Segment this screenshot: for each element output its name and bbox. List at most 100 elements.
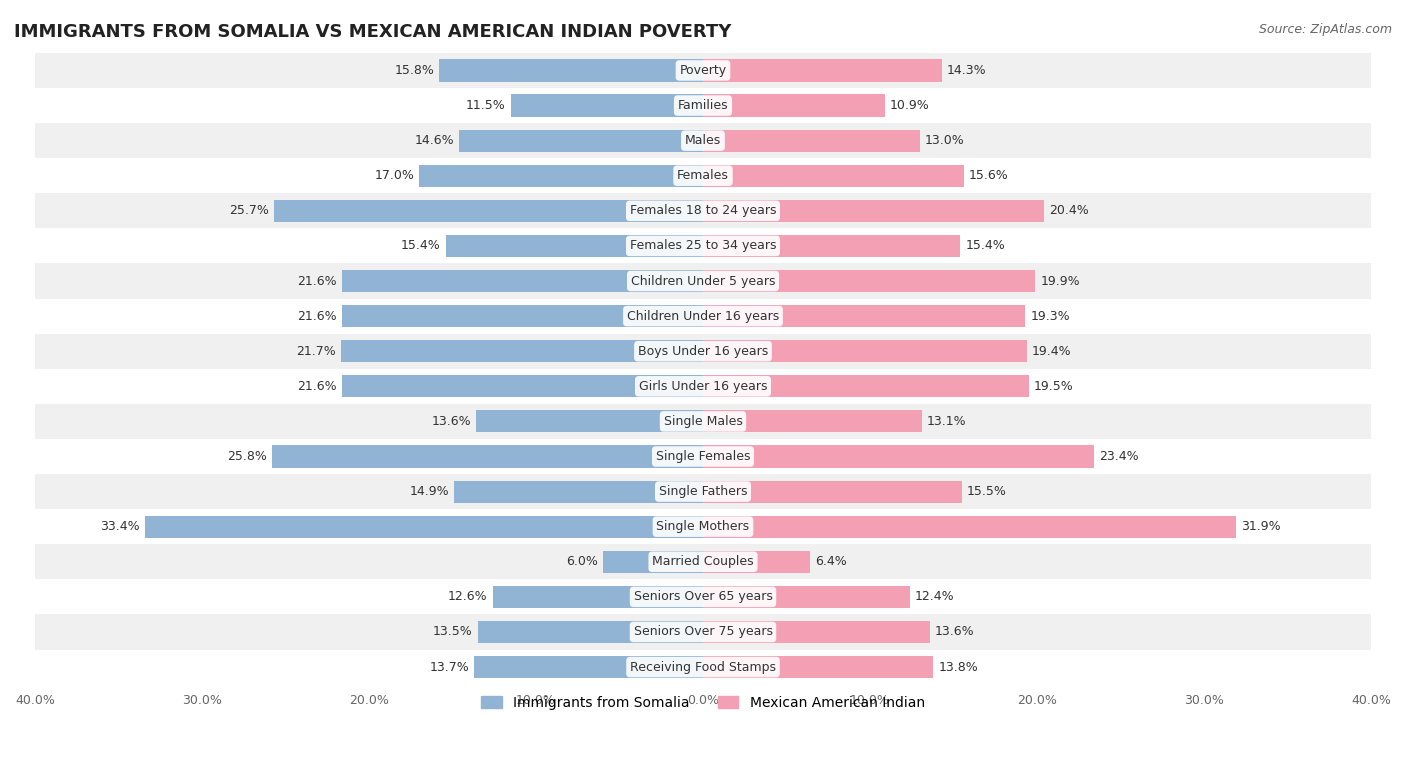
Text: Single Females: Single Females — [655, 450, 751, 463]
Text: 19.5%: 19.5% — [1033, 380, 1073, 393]
Bar — [35, 299, 1371, 334]
Text: Females 18 to 24 years: Females 18 to 24 years — [630, 205, 776, 218]
Text: Single Males: Single Males — [664, 415, 742, 428]
Text: 19.3%: 19.3% — [1031, 309, 1070, 323]
Text: 15.6%: 15.6% — [969, 169, 1008, 182]
Text: 6.4%: 6.4% — [815, 556, 846, 568]
Bar — [35, 158, 1371, 193]
Text: 13.8%: 13.8% — [938, 660, 979, 674]
Bar — [703, 340, 1026, 362]
Text: 10.9%: 10.9% — [890, 99, 929, 112]
Bar — [419, 164, 703, 186]
Text: Receiving Food Stamps: Receiving Food Stamps — [630, 660, 776, 674]
Text: Source: ZipAtlas.com: Source: ZipAtlas.com — [1258, 23, 1392, 36]
Bar — [35, 193, 1371, 228]
Bar — [454, 481, 703, 503]
Bar — [703, 410, 922, 433]
Bar — [342, 305, 703, 327]
Bar — [35, 615, 1371, 650]
Bar — [474, 656, 703, 678]
Bar — [703, 235, 960, 257]
Bar — [703, 621, 931, 643]
Bar — [35, 334, 1371, 368]
Text: Married Couples: Married Couples — [652, 556, 754, 568]
Bar — [703, 551, 810, 573]
Text: Poverty: Poverty — [679, 64, 727, 77]
Bar — [273, 446, 703, 468]
Text: Families: Families — [678, 99, 728, 112]
Text: 6.0%: 6.0% — [565, 556, 598, 568]
Bar — [703, 130, 920, 152]
Bar — [703, 515, 1236, 537]
Text: 19.4%: 19.4% — [1032, 345, 1071, 358]
Text: 13.5%: 13.5% — [433, 625, 472, 638]
Text: 25.8%: 25.8% — [228, 450, 267, 463]
Bar — [35, 544, 1371, 579]
Bar — [703, 375, 1029, 397]
Text: 14.6%: 14.6% — [415, 134, 454, 147]
Bar — [460, 130, 703, 152]
Text: 21.6%: 21.6% — [298, 380, 337, 393]
Bar — [35, 88, 1371, 123]
Text: 20.4%: 20.4% — [1049, 205, 1088, 218]
Text: 13.1%: 13.1% — [927, 415, 966, 428]
Bar — [274, 200, 703, 222]
Text: Females 25 to 34 years: Females 25 to 34 years — [630, 240, 776, 252]
Text: 12.6%: 12.6% — [449, 590, 488, 603]
Bar — [340, 340, 703, 362]
Text: 13.6%: 13.6% — [432, 415, 471, 428]
Text: 17.0%: 17.0% — [374, 169, 413, 182]
Text: Boys Under 16 years: Boys Under 16 years — [638, 345, 768, 358]
Bar — [475, 410, 703, 433]
Bar — [35, 264, 1371, 299]
Text: 21.6%: 21.6% — [298, 274, 337, 287]
Bar — [35, 53, 1371, 88]
Text: Males: Males — [685, 134, 721, 147]
Bar — [35, 404, 1371, 439]
Text: 13.7%: 13.7% — [429, 660, 470, 674]
Bar — [145, 515, 703, 537]
Bar — [342, 375, 703, 397]
Bar — [35, 228, 1371, 264]
Bar — [703, 305, 1025, 327]
Bar — [35, 650, 1371, 684]
Bar — [35, 509, 1371, 544]
Bar — [492, 586, 703, 608]
Text: 13.6%: 13.6% — [935, 625, 974, 638]
Text: Seniors Over 65 years: Seniors Over 65 years — [634, 590, 772, 603]
Text: 25.7%: 25.7% — [229, 205, 269, 218]
Text: Females: Females — [678, 169, 728, 182]
Bar — [603, 551, 703, 573]
Text: 14.3%: 14.3% — [946, 64, 987, 77]
Text: 31.9%: 31.9% — [1240, 520, 1281, 533]
Bar — [35, 123, 1371, 158]
Bar — [703, 200, 1043, 222]
Bar — [703, 446, 1094, 468]
Bar — [35, 579, 1371, 615]
Text: 21.7%: 21.7% — [295, 345, 336, 358]
Text: Children Under 16 years: Children Under 16 years — [627, 309, 779, 323]
Text: 15.4%: 15.4% — [401, 240, 441, 252]
Bar — [703, 586, 910, 608]
Text: Children Under 5 years: Children Under 5 years — [631, 274, 775, 287]
Bar — [703, 270, 1035, 292]
Text: 13.0%: 13.0% — [925, 134, 965, 147]
Bar — [439, 59, 703, 82]
Bar — [446, 235, 703, 257]
Text: 15.4%: 15.4% — [965, 240, 1005, 252]
Legend: Immigrants from Somalia, Mexican American Indian: Immigrants from Somalia, Mexican America… — [475, 691, 931, 716]
Bar — [510, 95, 703, 117]
Bar — [703, 656, 934, 678]
Text: 12.4%: 12.4% — [915, 590, 955, 603]
Bar — [35, 439, 1371, 474]
Text: 11.5%: 11.5% — [467, 99, 506, 112]
Bar — [703, 481, 962, 503]
Text: 19.9%: 19.9% — [1040, 274, 1080, 287]
Bar — [35, 474, 1371, 509]
Bar — [703, 59, 942, 82]
Text: 21.6%: 21.6% — [298, 309, 337, 323]
Text: Seniors Over 75 years: Seniors Over 75 years — [634, 625, 772, 638]
Bar — [342, 270, 703, 292]
Text: IMMIGRANTS FROM SOMALIA VS MEXICAN AMERICAN INDIAN POVERTY: IMMIGRANTS FROM SOMALIA VS MEXICAN AMERI… — [14, 23, 731, 41]
Text: 14.9%: 14.9% — [409, 485, 449, 498]
